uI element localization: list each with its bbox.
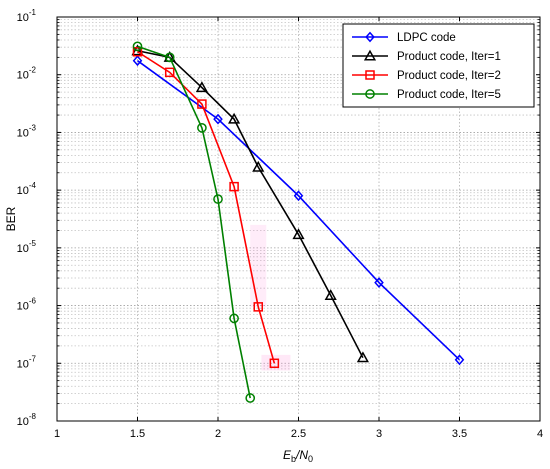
legend: LDPC code Product code, Iter=1 Product cod… <box>342 23 535 108</box>
y-tick-exponent: -2 <box>29 66 37 75</box>
y-tick-label: 10-4 <box>17 181 37 197</box>
y-tick-base: 10 <box>17 243 29 255</box>
y-tick-base: 10 <box>17 127 29 139</box>
y-tick-base: 10 <box>17 70 29 82</box>
data-point-diamond <box>454 354 465 366</box>
y-tick-label: 10-6 <box>17 297 37 313</box>
highlight-band <box>261 354 291 371</box>
data-point-square <box>197 99 207 109</box>
data-point-square <box>229 181 239 192</box>
data-point-square <box>164 67 175 78</box>
x-axis-label-base: E <box>283 448 292 462</box>
data-point-triangle <box>195 81 208 93</box>
data-point-circle <box>245 393 256 403</box>
data-point-diamond <box>213 113 223 125</box>
data-point-diamond <box>132 55 143 67</box>
x-axis-label-mid: /N <box>295 448 308 462</box>
legend-label: Product code, Iter=5 <box>397 89 501 101</box>
legend-label: Product code, Iter=2 <box>397 70 501 82</box>
data-point-triangle <box>356 351 369 363</box>
data-point-triangle <box>363 49 377 61</box>
x-tick-label: 2.5 <box>291 428 306 440</box>
series-line <box>137 45 251 399</box>
series-3 <box>132 41 256 403</box>
y-tick-label: 10-3 <box>17 123 37 139</box>
data-point-square <box>269 358 280 369</box>
y-tick-label: 10-7 <box>17 354 37 370</box>
x-axis-label-sub-0: 0 <box>308 454 313 464</box>
data-point-circle <box>229 313 239 324</box>
data-point-square <box>253 302 263 312</box>
legend-box <box>342 23 535 108</box>
highlight-band <box>250 224 267 307</box>
y-tick-base: 10 <box>17 12 29 24</box>
data-point-circle <box>164 52 175 63</box>
y-tick-label: 10-1 <box>17 8 37 24</box>
series-line <box>137 60 461 361</box>
series-lines <box>131 41 465 403</box>
y-tick-base: 10 <box>17 185 29 197</box>
data-point-square <box>365 70 375 80</box>
x-axis-label-sub-b: b <box>291 454 296 464</box>
data-point-triangle <box>252 160 265 172</box>
y-tick-base: 10 <box>17 301 29 313</box>
x-axis-label: Eb/N0 <box>283 448 313 464</box>
legend-label: Product code, Iter=1 <box>397 51 501 63</box>
data-point-diamond <box>374 277 384 289</box>
series-line <box>137 49 364 359</box>
x-tick-label: 3 <box>376 428 382 440</box>
y-tick-base: 10 <box>17 416 29 428</box>
data-point-triangle <box>324 289 337 300</box>
y-tick-exponent: -5 <box>29 239 37 248</box>
legend-entry: Product code, Iter=2 <box>352 70 501 82</box>
y-tick-label: 10-8 <box>17 412 37 428</box>
y-tick-exponent: -6 <box>29 297 37 306</box>
series-line <box>137 51 276 364</box>
data-point-triangle <box>228 112 241 124</box>
legend-entry: LDPC code <box>352 31 456 44</box>
y-tick-exponent: -8 <box>29 412 37 421</box>
legend-entry: Product code, Iter=1 <box>352 49 501 63</box>
data-point-circle <box>132 41 143 52</box>
y-tick-base: 10 <box>17 358 29 370</box>
x-tick-label: 1 <box>54 428 60 440</box>
y-tick-exponent: -7 <box>29 354 37 363</box>
data-point-triangle <box>292 228 305 240</box>
data-point-circle <box>197 123 207 133</box>
legend-label: LDPC code <box>397 32 456 44</box>
series-1 <box>131 44 369 363</box>
x-ticks: 1 1.5 2 2.5 3 3.5 4 <box>54 17 543 440</box>
data-point-diamond <box>365 31 375 43</box>
y-axis-label: BER <box>4 206 18 231</box>
y-ticks: 10-110-210-310-410-510-610-710-8 <box>17 8 540 428</box>
y-tick-exponent: -3 <box>29 123 37 132</box>
data-point-circle <box>365 89 375 99</box>
y-tick-label: 10-2 <box>17 66 37 82</box>
x-tick-label: 4 <box>537 428 543 440</box>
x-tick-label: 2 <box>215 428 221 440</box>
y-tick-exponent: -1 <box>29 8 37 17</box>
x-tick-label: 1.5 <box>130 428 145 440</box>
y-tick-exponent: -4 <box>29 181 37 190</box>
y-tick-label: 10-5 <box>17 239 37 255</box>
data-point-circle <box>213 194 223 204</box>
series-0 <box>132 55 465 366</box>
legend-entry: Product code, Iter=5 <box>352 89 501 101</box>
x-tick-label: 3.5 <box>452 428 467 440</box>
series-2 <box>132 46 280 369</box>
data-point-square <box>132 46 143 57</box>
data-point-diamond <box>293 190 304 202</box>
